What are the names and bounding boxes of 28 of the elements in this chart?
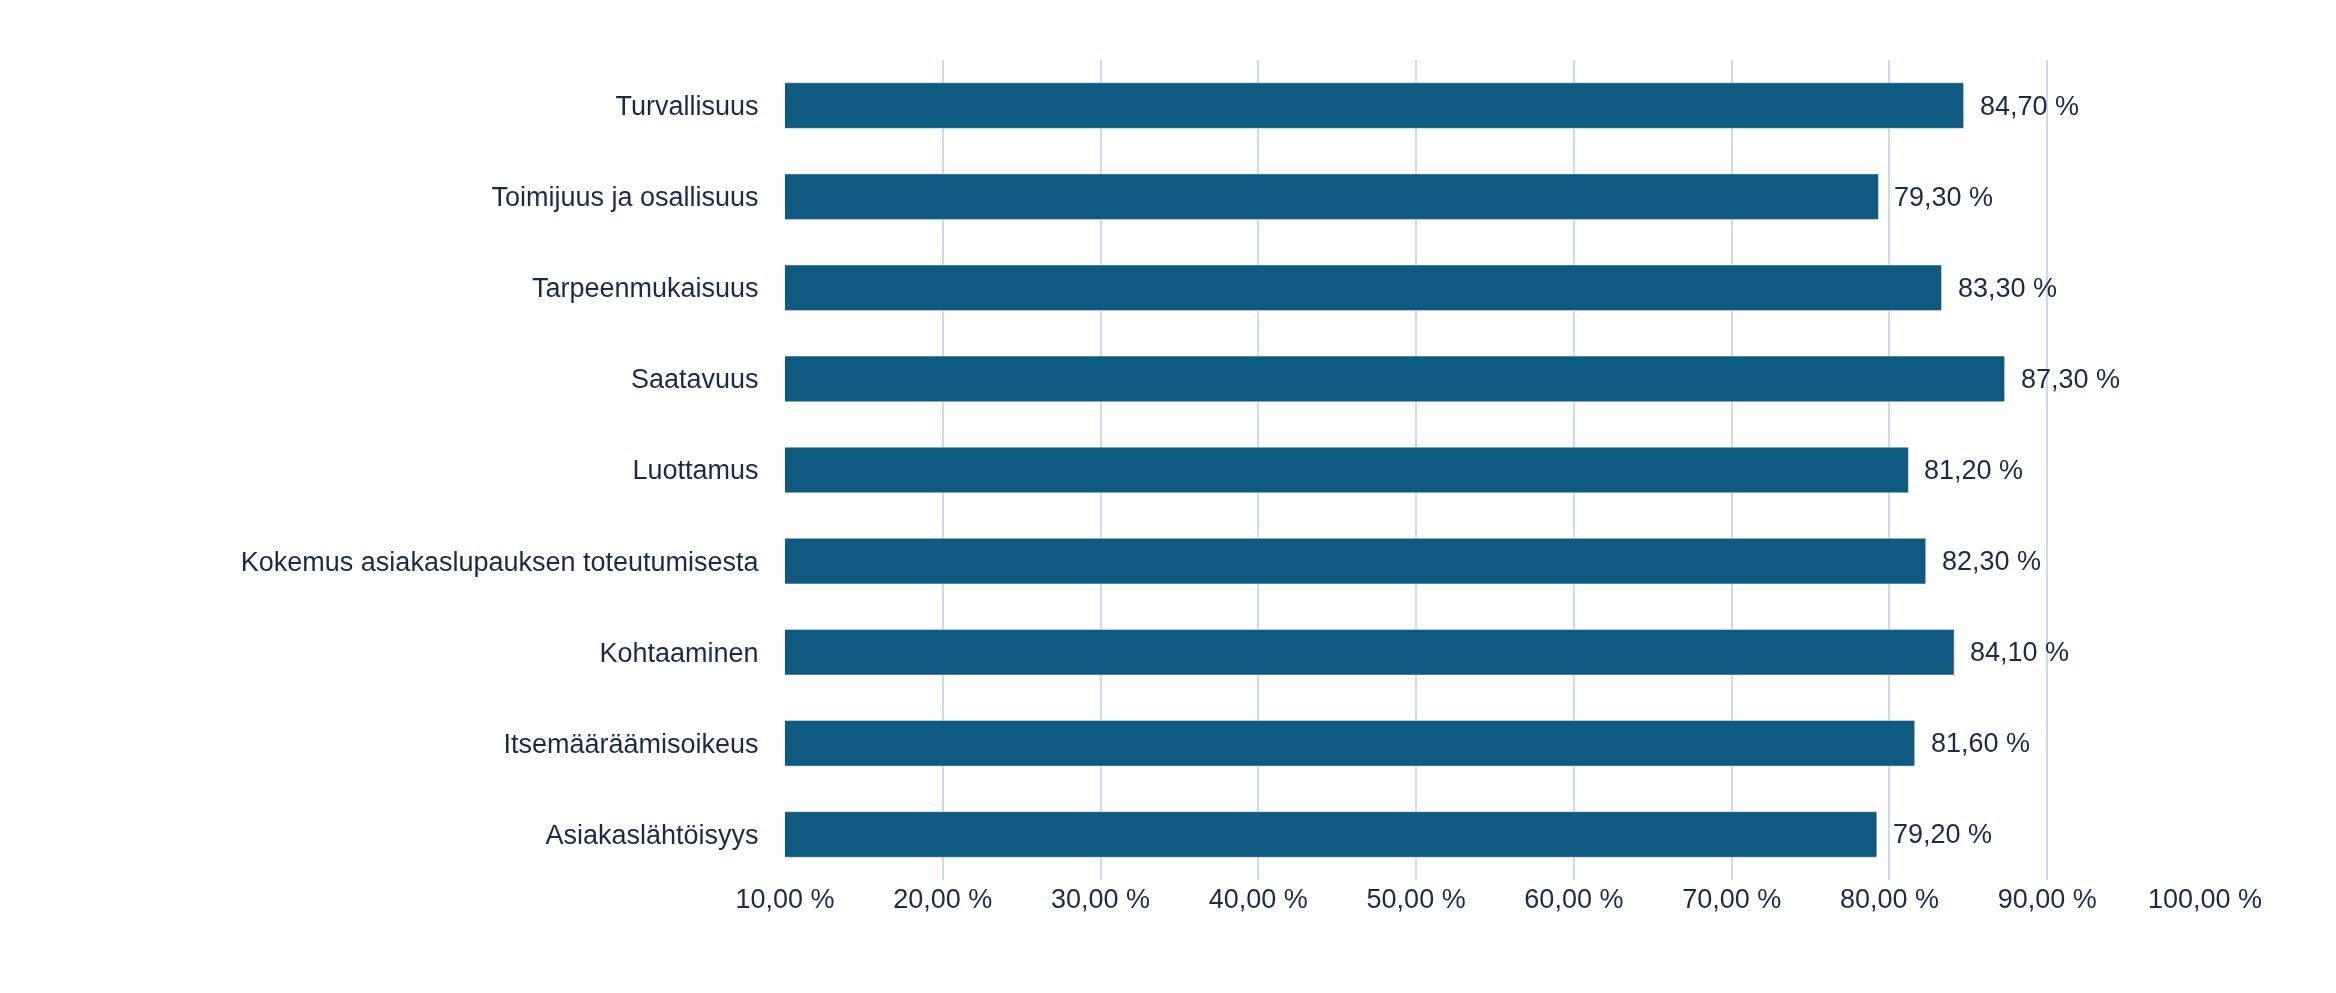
x-tick-label: 40,00 %: [1208, 884, 1308, 914]
x-tick-label: 80,00 %: [1839, 884, 1939, 914]
data-label: 84,70 %: [1980, 91, 2080, 121]
data-label: 79,30 %: [1894, 182, 1994, 212]
x-tick-label: 50,00 %: [1366, 884, 1466, 914]
y-tick-label: Tarpeenmukaisuus: [531, 273, 759, 304]
data-label: 81,60 %: [1931, 728, 2031, 758]
y-tick-label: Toimijuus ja osallisuus: [491, 182, 759, 213]
data-label: 79,20 %: [1893, 819, 1993, 849]
x-tick-label: 60,00 %: [1524, 884, 1624, 914]
x-tick-label: 90,00 %: [1997, 884, 2097, 914]
y-tick-label: Saatavuus: [631, 364, 759, 395]
data-label: 87,30 %: [2021, 364, 2121, 394]
x-tick-label: 70,00 %: [1682, 884, 1782, 914]
y-tick-label: Kokemus asiakaslupauksen toteutumisesta: [240, 546, 760, 577]
y-tick-label: Kohtaaminen: [599, 637, 759, 668]
data-label: 82,30 %: [1942, 546, 2042, 576]
data-label: 84,10 %: [1970, 637, 2070, 667]
y-tick-label: Luottamus: [632, 455, 759, 486]
y-tick-label: Itsemääräämisoikeus: [503, 728, 759, 759]
data-label: 83,30 %: [1958, 273, 2058, 303]
x-tick-label: 100,00 %: [2147, 884, 2263, 914]
y-tick-label: Turvallisuus: [615, 91, 759, 122]
data-label: 81,20 %: [1924, 455, 2024, 485]
x-tick-label: 20,00 %: [893, 884, 993, 914]
y-tick-label: Asiakaslähtöisyys: [545, 819, 759, 850]
x-tick-label: 10,00 %: [735, 884, 835, 914]
x-tick-label: 30,00 %: [1051, 884, 1151, 914]
